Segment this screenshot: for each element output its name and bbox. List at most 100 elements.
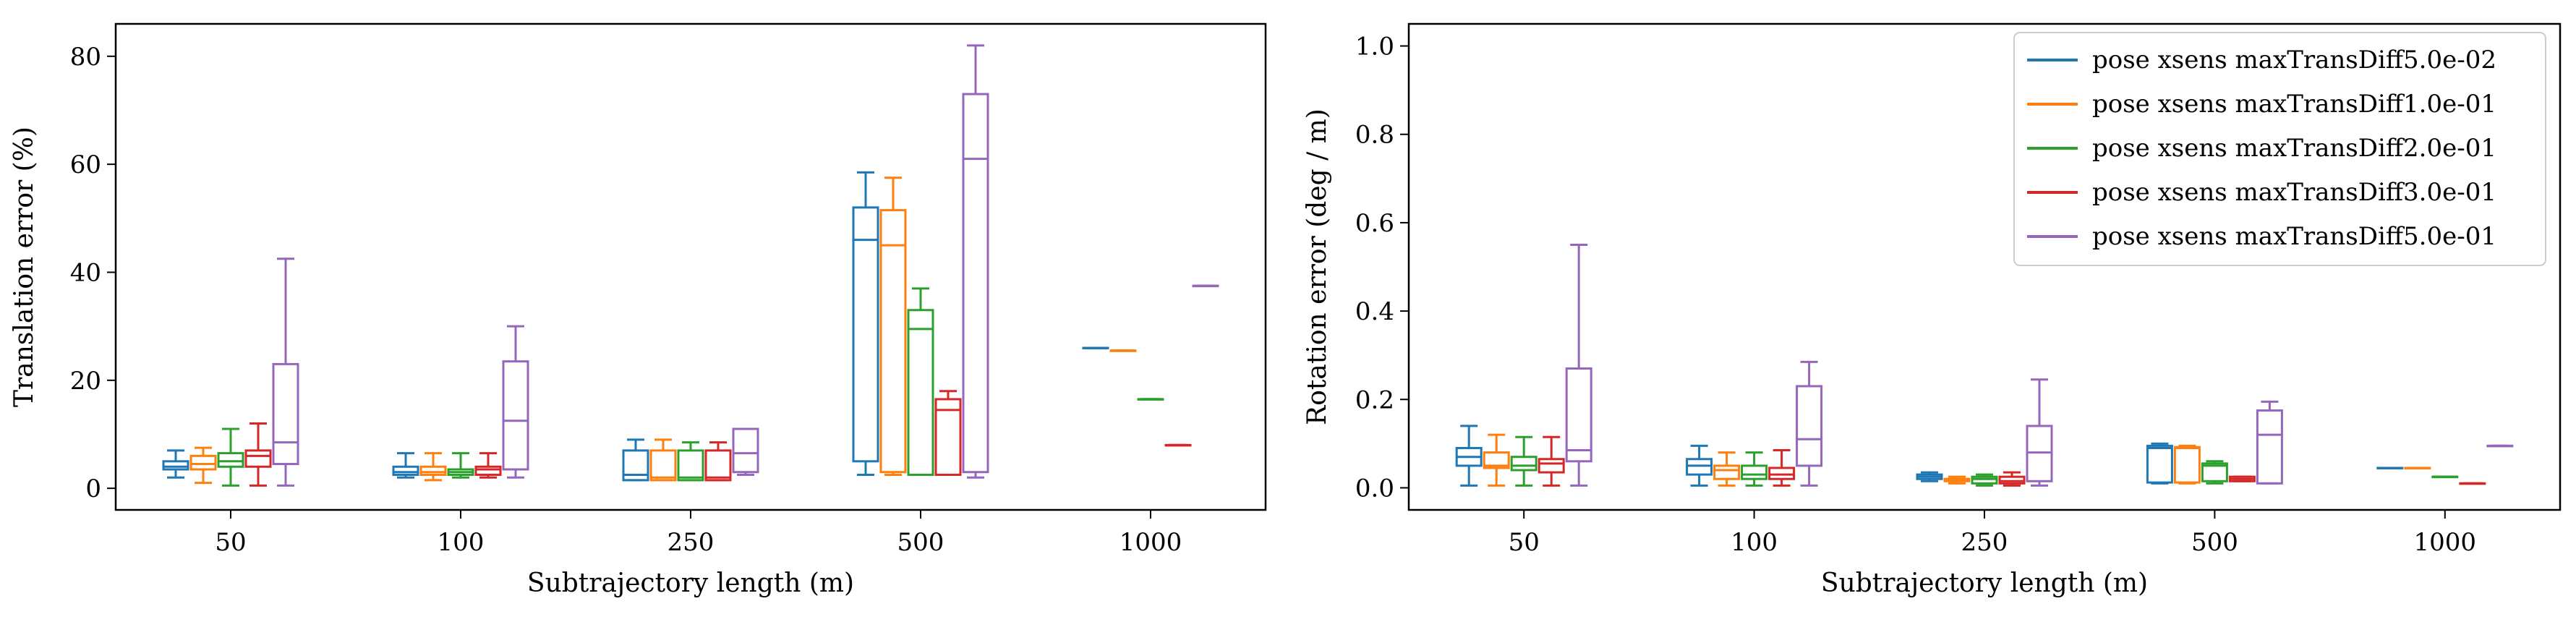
box-iqr (1483, 451, 1510, 469)
legend-label: pose xsens maxTransDiff3.0e-01 (2092, 178, 2496, 207)
box-iqr (1768, 466, 1796, 480)
box-iqr (1971, 475, 1998, 485)
box-iqr (677, 449, 704, 482)
box-iqr (622, 449, 649, 482)
box-iqr (2146, 444, 2173, 484)
box-500-series-1 (852, 171, 879, 476)
box-iqr (934, 398, 962, 476)
x-tick-label: 250 (1961, 528, 2008, 557)
box-iqr (852, 206, 879, 463)
box-250-series-3 (1971, 473, 1998, 487)
legend-label: pose xsens maxTransDiff5.0e-02 (2092, 46, 2496, 74)
box-50-series-5 (1565, 243, 1592, 487)
box-iqr (1713, 464, 1741, 480)
y-tick-label: 0.4 (1355, 297, 1394, 326)
y-tick-label: 0.8 (1355, 121, 1394, 150)
box-50-series-3 (217, 427, 244, 487)
box-500-series-5 (962, 44, 989, 479)
box-iqr (649, 449, 677, 482)
box-250-series-2 (649, 438, 677, 482)
x-tick-label: 100 (438, 528, 485, 557)
y-tick-label: 0.0 (1355, 474, 1394, 503)
box-500-series-3 (907, 287, 934, 476)
box-250-series-1 (1916, 471, 1943, 482)
box-100-series-2 (419, 452, 447, 482)
box-iqr (1741, 464, 1768, 480)
y-axis-label: Translation error (%) (9, 127, 39, 407)
box-250-series-3 (677, 441, 704, 482)
x-tick-label: 1000 (2414, 528, 2477, 557)
box-1000-series-4 (2459, 482, 2486, 485)
box-iqr (272, 362, 299, 466)
legend-label: pose xsens maxTransDiff5.0e-01 (2092, 222, 2496, 251)
box-500-series-2 (2173, 444, 2201, 485)
box-50-series-2 (189, 446, 217, 485)
box-100-series-1 (392, 452, 419, 479)
box-50-series-4 (1538, 435, 1565, 487)
y-tick-label: 60 (70, 150, 101, 179)
box-iqr (419, 465, 447, 476)
box-250-series-1 (622, 438, 649, 482)
box-iqr (2201, 462, 2228, 482)
box-500-series-4 (2228, 475, 2256, 482)
y-axis-label: Rotation error (deg / m) (1302, 108, 1332, 425)
legend-label: pose xsens maxTransDiff2.0e-01 (2092, 134, 2496, 163)
box-iqr (732, 427, 759, 474)
box-500-series-2 (879, 176, 907, 476)
translation-error-panel: 0 20 40 60 80 50 100 250 500 1000 Subtrajectory le… (9, 22, 1267, 598)
box-iqr (879, 209, 907, 474)
box-500-series-5 (2256, 400, 2283, 485)
legend: pose xsens maxTransDiff5.0e-02 pose xsens… (2013, 32, 2546, 266)
box-1000-series-3 (1137, 398, 1164, 401)
x-tick-label: 1000 (1119, 528, 1182, 557)
box-iqr (2026, 425, 2053, 482)
x-tick-label: 250 (668, 528, 715, 557)
y-tick-label: 0.6 (1355, 209, 1394, 238)
box-iqr (502, 360, 529, 471)
box-500-series-4 (934, 390, 962, 476)
box-iqr (162, 460, 189, 471)
box-iqr (1565, 367, 1592, 463)
y-tick-label: 0 (85, 474, 101, 503)
box-500-series-3 (2201, 460, 2228, 485)
y-tick-label: 0.2 (1355, 385, 1394, 414)
box-100-series-3 (447, 452, 474, 479)
box-250-series-4 (1998, 471, 2026, 487)
box-1000-series-1 (2376, 466, 2404, 469)
box-1000-series-2 (2404, 466, 2431, 469)
box-iqr (392, 465, 419, 476)
box-iqr (907, 309, 934, 476)
box-iqr (1510, 456, 1538, 472)
x-tick-label: 500 (897, 528, 944, 557)
box-iqr (2256, 409, 2283, 485)
box-iqr (962, 93, 989, 474)
box-iqr (189, 454, 217, 471)
box-50-series-4 (244, 422, 272, 487)
y-tick-label: 40 (70, 258, 101, 287)
box-50-series-2 (1483, 433, 1510, 487)
box-iqr (1538, 458, 1565, 474)
box-1000-series-1 (1082, 346, 1109, 349)
box-50-series-1 (162, 449, 189, 479)
y-tick-label: 20 (70, 367, 101, 396)
plot-frame (114, 22, 1267, 511)
rotation-error-panel: 0.0 0.2 0.4 0.6 0.8 1.0 50 100 250 500 1000 Subtraj… (1302, 22, 2562, 598)
x-tick-label: 50 (1509, 528, 1540, 557)
x-axis-label: Subtrajectory length (m) (527, 568, 854, 598)
box-iqr (704, 449, 732, 482)
box-500-series-1 (2146, 442, 2173, 485)
box-100-series-2 (1713, 451, 1741, 487)
y-tick-label: 1.0 (1355, 33, 1394, 61)
box-100-series-4 (1768, 449, 1796, 487)
box-50-series-3 (1510, 435, 1538, 487)
box-100-series-4 (474, 452, 502, 479)
box-250-series-2 (1943, 475, 1971, 485)
box-iqr (474, 465, 502, 476)
box-iqr (1998, 475, 2026, 485)
box-iqr (244, 449, 272, 468)
box-250-series-5 (732, 427, 759, 476)
box-100-series-5 (502, 325, 529, 479)
box-50-series-1 (1455, 425, 1483, 487)
box-iqr (217, 452, 244, 468)
